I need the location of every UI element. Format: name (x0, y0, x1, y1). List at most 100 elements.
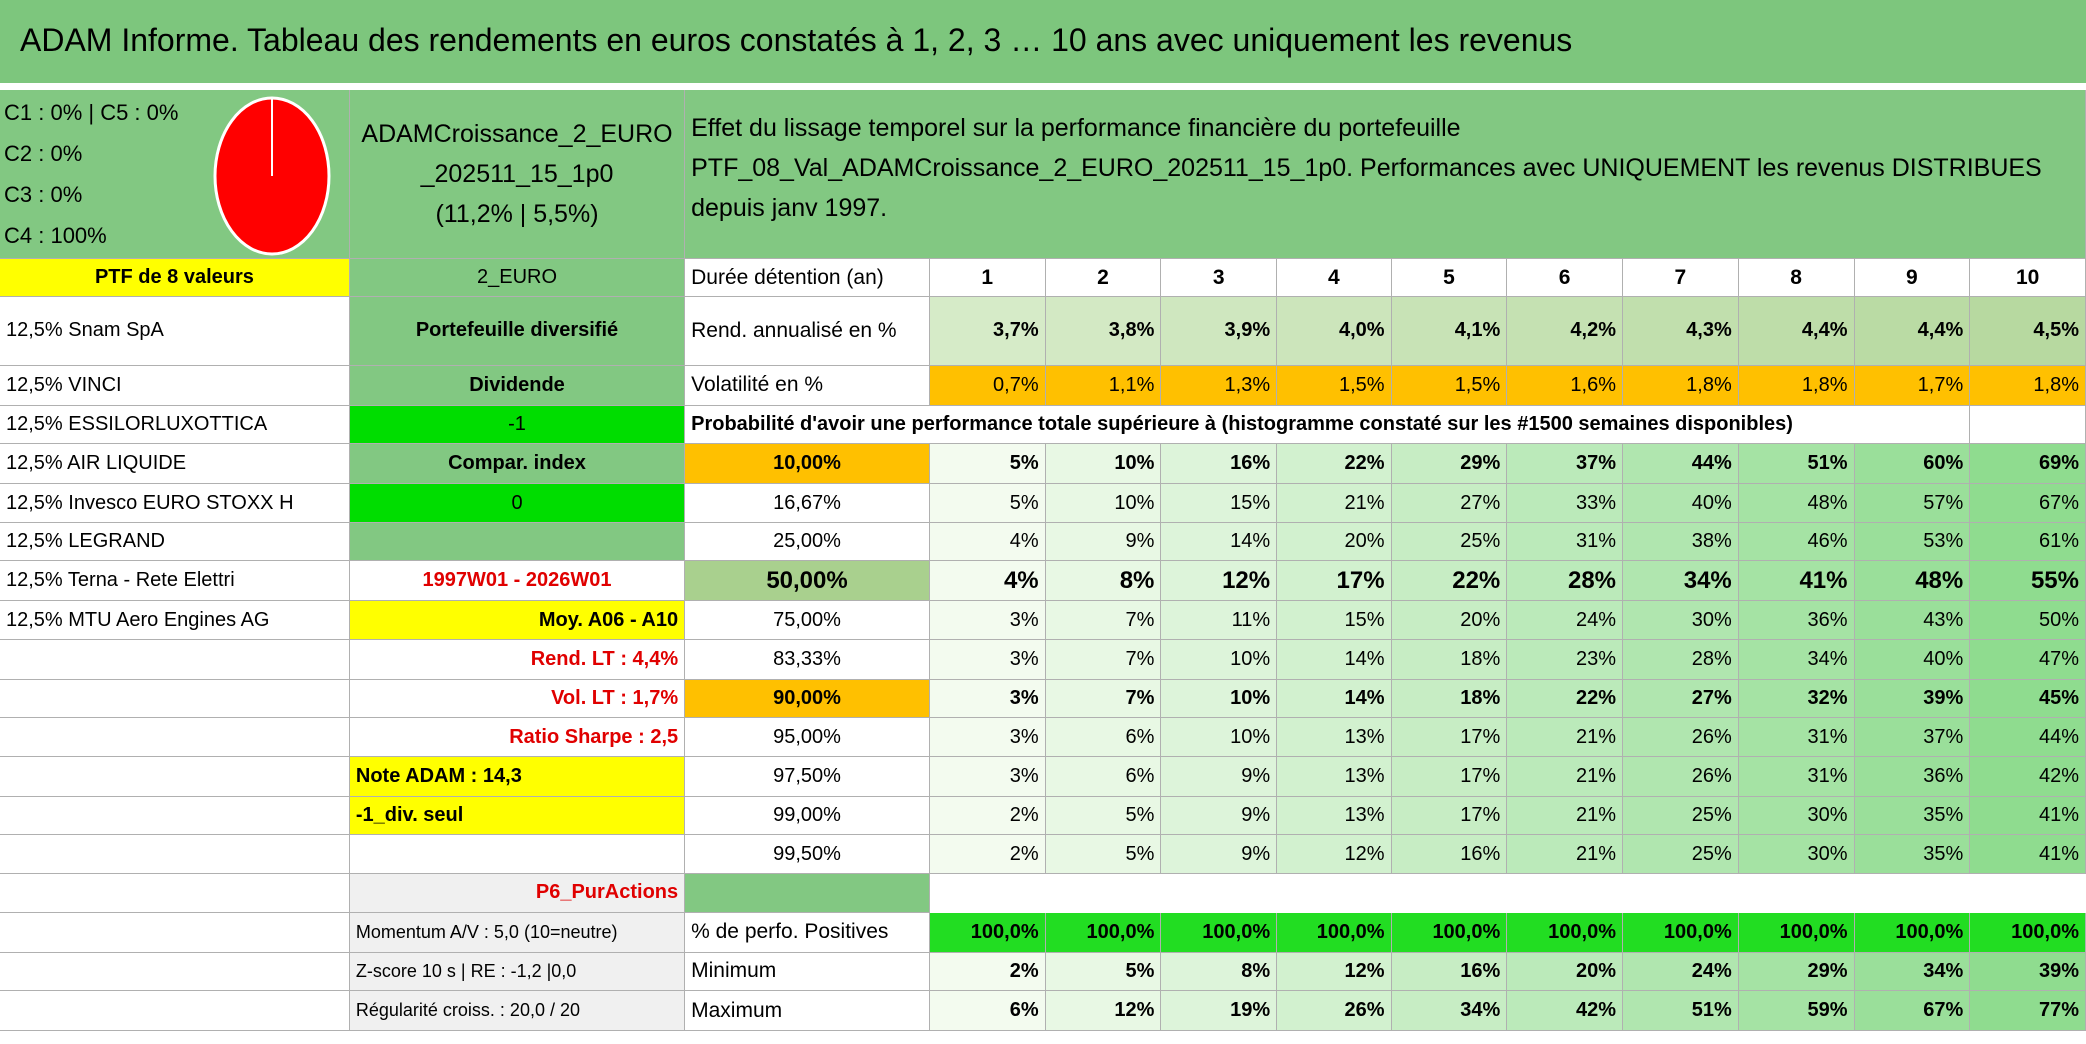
allocation-cell: C1 : 0% | C5 : 0% C2 : 0% C3 : 0% C4 : 100% (0, 90, 350, 260)
return-value: 4,5% (1970, 296, 2086, 366)
positives-value: 100,0% (929, 912, 1046, 953)
probability-value: 23% (1507, 639, 1624, 680)
probability-value: 18% (1391, 639, 1508, 680)
threshold: 95,00% (685, 718, 930, 757)
probability-value: 22% (1507, 679, 1624, 719)
volatility-value: 1,8% (1970, 365, 2086, 406)
positives-value: 100,0% (1277, 912, 1392, 953)
probability-value: 20% (1277, 522, 1392, 562)
positives-value: 100,0% (1623, 912, 1739, 953)
probability-value: 7% (1045, 639, 1162, 680)
probability-value: 10% (1161, 718, 1278, 757)
page-title: ADAM Informe. Tableau des rendements en … (20, 22, 1573, 58)
probability-value: 50% (1970, 601, 2086, 640)
probability-value: 32% (1738, 679, 1855, 719)
empty-cell (0, 874, 350, 913)
positives-value: 100,0% (1391, 912, 1508, 953)
maximum-value: 6% (929, 991, 1046, 1032)
probability-value: 5% (1045, 796, 1162, 836)
side-item: Note ADAM : 14,3 (349, 756, 686, 797)
probability-value: 41% (1970, 796, 2086, 836)
probability-value: 57% (1854, 484, 1971, 523)
probability-value: 40% (1623, 484, 1739, 523)
probability-value: 4% (929, 561, 1046, 602)
empty-cell (0, 912, 350, 953)
probability-value: 17% (1391, 756, 1508, 797)
probability-value: 26% (1623, 718, 1739, 757)
probability-value: 53% (1854, 522, 1971, 562)
maximum-value: 19% (1161, 991, 1278, 1032)
description-cell: Effet du lissage temporel sur la perform… (685, 90, 2086, 260)
threshold: 90,00% (685, 679, 930, 719)
probability-value: 18% (1391, 679, 1508, 719)
probability-value: 12% (1277, 835, 1392, 875)
side-item: Rend. LT : 4,4% (349, 639, 686, 680)
side-item: Z-score 10 s | RE : -1,2 |0,0 (349, 952, 686, 992)
probability-value: 31% (1507, 522, 1624, 562)
probability-value: 16% (1391, 835, 1508, 875)
empty-cell (0, 952, 350, 992)
minimum-value: 16% (1391, 952, 1508, 992)
probability-value: 2% (929, 796, 1046, 836)
empty-cell (1970, 405, 2086, 445)
allocation-pie (213, 96, 331, 256)
probability-value: 29% (1391, 444, 1508, 485)
probability-value: 38% (1623, 522, 1739, 562)
minimum-value: 20% (1507, 952, 1624, 992)
probability-value: 7% (1045, 601, 1162, 640)
probability-value: 14% (1161, 522, 1278, 562)
side-item: Portefeuille diversifié (349, 296, 686, 366)
probability-value: 11% (1161, 601, 1278, 640)
minimum-value: 8% (1161, 952, 1278, 992)
year-header: 9 (1854, 259, 1971, 297)
probability-value: 14% (1277, 639, 1392, 680)
minimum-value: 2% (929, 952, 1046, 992)
minimum-value: 12% (1277, 952, 1392, 992)
empty-cell (349, 835, 686, 875)
probability-value: 10% (1161, 679, 1278, 719)
probability-value: 42% (1970, 756, 2086, 797)
probability-value: 4% (929, 522, 1046, 562)
allocation-line: C4 : 100% (4, 223, 107, 249)
return-value: 3,8% (1045, 296, 1162, 366)
probability-value: 41% (1738, 561, 1855, 602)
threshold: 75,00% (685, 601, 930, 640)
empty-cell (0, 991, 350, 1032)
side-item: 1997W01 - 2026W01 (349, 561, 686, 602)
probability-value: 36% (1738, 601, 1855, 640)
portfolio-cell: ADAMCroissance_2_EURO_202511_15_1p0 (11,2… (349, 90, 686, 260)
side-item: P6_PurActions (349, 874, 686, 913)
year-header: 1 (929, 259, 1046, 297)
return-label: Rend. annualisé en % (685, 296, 930, 366)
return-value: 4,4% (1738, 296, 1855, 366)
probability-value: 3% (929, 639, 1046, 680)
probability-value: 51% (1738, 444, 1855, 485)
probability-value: 15% (1161, 484, 1278, 523)
side-item: Ratio Sharpe : 2,5 (349, 718, 686, 757)
maximum-value: 34% (1391, 991, 1508, 1032)
probability-value: 21% (1277, 484, 1392, 523)
holding: 12,5% LEGRAND (0, 522, 350, 562)
empty-cell (685, 874, 930, 913)
probability-value: 13% (1277, 718, 1392, 757)
probability-value: 17% (1277, 561, 1392, 602)
probability-value: 44% (1623, 444, 1739, 485)
probability-value: 22% (1277, 444, 1392, 485)
threshold: 10,00% (685, 444, 930, 485)
maximum-value: 12% (1045, 991, 1162, 1032)
probability-value: 16% (1161, 444, 1278, 485)
year-header: 4 (1277, 259, 1392, 297)
threshold: 99,50% (685, 835, 930, 875)
description-line: Effet du lissage temporel sur la perform… (691, 114, 1461, 143)
probability-value: 28% (1623, 639, 1739, 680)
positives-value: 100,0% (1161, 912, 1278, 953)
holding: 12,5% MTU Aero Engines AG (0, 601, 350, 640)
threshold: 50,00% (685, 561, 930, 602)
portfolio-name: ADAMCroissance_2_EURO_202511_15_1p0 (361, 120, 673, 189)
probability-caption: Probabilité d'avoir une performance tota… (685, 405, 1971, 445)
positives-value: 100,0% (1854, 912, 1971, 953)
probability-value: 60% (1854, 444, 1971, 485)
return-value: 3,7% (929, 296, 1046, 366)
side-item: -1 (349, 405, 686, 445)
